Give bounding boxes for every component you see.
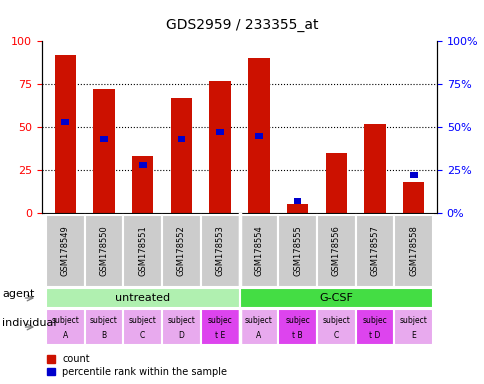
Text: subject: subject [51, 316, 79, 324]
FancyBboxPatch shape [355, 309, 393, 345]
FancyBboxPatch shape [239, 215, 278, 286]
Text: subject: subject [322, 316, 349, 324]
FancyBboxPatch shape [123, 309, 162, 345]
Bar [293, 198, 301, 204]
FancyBboxPatch shape [278, 215, 317, 286]
Text: B: B [101, 331, 106, 340]
Text: subject: subject [90, 316, 118, 324]
Text: t B: t B [292, 331, 302, 340]
Bar [177, 136, 185, 142]
Text: GSM178556: GSM178556 [331, 225, 340, 276]
FancyBboxPatch shape [46, 309, 84, 345]
Text: A: A [62, 331, 68, 340]
Bar [325, 153, 346, 213]
Bar [61, 119, 69, 125]
Text: untreated: untreated [115, 293, 170, 303]
Text: GSM178549: GSM178549 [60, 225, 70, 276]
Text: subject: subject [399, 316, 427, 324]
FancyBboxPatch shape [84, 215, 123, 286]
FancyBboxPatch shape [355, 215, 393, 286]
FancyBboxPatch shape [239, 309, 278, 345]
FancyBboxPatch shape [123, 215, 162, 286]
Text: subject: subject [128, 316, 156, 324]
Bar [216, 129, 224, 135]
Text: GSM178557: GSM178557 [370, 225, 379, 276]
Text: GSM178550: GSM178550 [99, 225, 108, 276]
Legend: count, percentile rank within the sample: count, percentile rank within the sample [47, 354, 227, 377]
Text: t E: t E [214, 331, 225, 340]
FancyBboxPatch shape [278, 309, 317, 345]
Text: C: C [140, 331, 145, 340]
FancyBboxPatch shape [162, 215, 200, 286]
FancyBboxPatch shape [200, 215, 239, 286]
Text: GSM178555: GSM178555 [292, 225, 302, 276]
Text: E: E [410, 331, 415, 340]
Text: t D: t D [369, 331, 380, 340]
Bar [100, 136, 107, 142]
Bar [209, 81, 230, 213]
FancyBboxPatch shape [317, 215, 355, 286]
Text: GDS2959 / 233355_at: GDS2959 / 233355_at [166, 18, 318, 32]
Bar [93, 89, 114, 213]
Text: GSM178551: GSM178551 [138, 225, 147, 276]
FancyBboxPatch shape [162, 309, 200, 345]
Bar [248, 58, 269, 213]
Text: subjec: subjec [362, 316, 387, 324]
Bar [170, 98, 192, 213]
Text: subject: subject [167, 316, 195, 324]
Bar [409, 172, 417, 178]
Text: agent: agent [2, 289, 35, 299]
Text: D: D [178, 331, 184, 340]
Text: subjec: subjec [207, 316, 232, 324]
FancyBboxPatch shape [239, 288, 432, 308]
Text: GSM178552: GSM178552 [177, 225, 185, 276]
Text: GSM178554: GSM178554 [254, 225, 263, 276]
Text: GSM178553: GSM178553 [215, 225, 224, 276]
FancyBboxPatch shape [84, 309, 123, 345]
Text: individual: individual [2, 318, 57, 328]
Text: subject: subject [244, 316, 272, 324]
Text: C: C [333, 331, 338, 340]
Text: subjec: subjec [285, 316, 309, 324]
FancyBboxPatch shape [393, 309, 432, 345]
Bar [402, 182, 424, 213]
Text: A: A [256, 331, 261, 340]
Bar [255, 132, 262, 139]
Bar [138, 162, 146, 168]
FancyBboxPatch shape [46, 288, 239, 308]
Text: G-CSF: G-CSF [319, 293, 352, 303]
Bar [287, 204, 308, 213]
FancyBboxPatch shape [46, 215, 84, 286]
Bar [55, 55, 76, 213]
Bar [132, 156, 153, 213]
FancyBboxPatch shape [393, 215, 432, 286]
FancyBboxPatch shape [317, 309, 355, 345]
Bar [363, 124, 385, 213]
FancyBboxPatch shape [200, 309, 239, 345]
Text: GSM178558: GSM178558 [408, 225, 417, 276]
